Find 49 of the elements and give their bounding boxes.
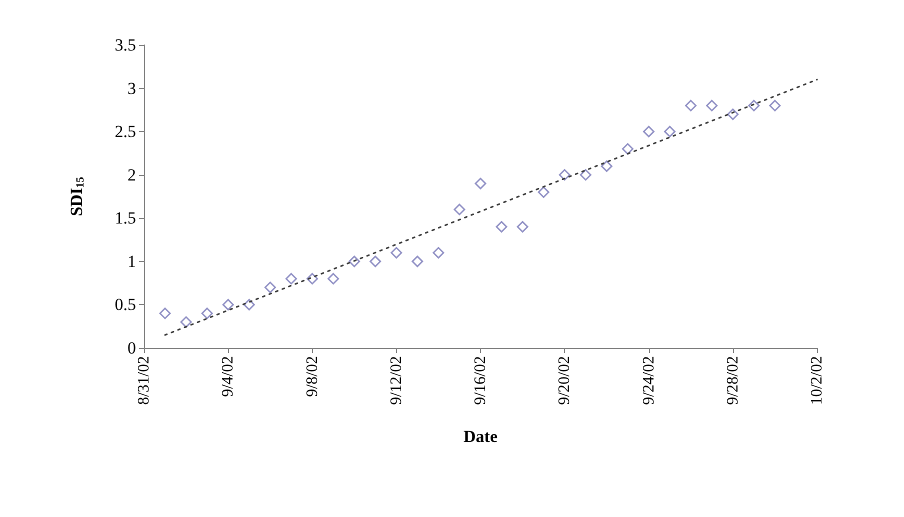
point (243, 298, 255, 310)
y-tick-label: 1.5 (114, 208, 136, 228)
point (285, 272, 297, 284)
point (412, 256, 424, 268)
x-tick-label: 9/12/02 (388, 356, 405, 405)
point (432, 247, 444, 259)
point (538, 186, 550, 198)
x-tick-label: 9/4/02 (220, 356, 237, 397)
point (370, 256, 382, 268)
y-tick-label: 3.5 (114, 36, 136, 54)
point (643, 126, 654, 138)
point (769, 100, 781, 112)
x-tick-label: 10/2/02 (808, 356, 826, 405)
point (748, 100, 760, 112)
point (328, 272, 340, 284)
y-tick-label: 2.5 (114, 122, 136, 142)
x-tick-label: 9/8/02 (304, 356, 321, 397)
y-tick-label: 2 (128, 165, 136, 184)
x-axis-title: Date (464, 427, 498, 446)
x-tick-label: 9/16/02 (472, 356, 489, 405)
point (454, 204, 466, 216)
y-tick-label: 1 (128, 252, 136, 271)
point (306, 272, 318, 284)
point (222, 298, 234, 310)
point (348, 256, 360, 268)
point (264, 282, 276, 294)
point (558, 169, 570, 181)
point (706, 100, 718, 112)
point (474, 178, 486, 190)
point (727, 108, 739, 120)
point (622, 143, 634, 155)
point (159, 308, 171, 320)
x-tick-label: 9/20/02 (556, 356, 574, 405)
x-tick-label: 9/24/02 (640, 356, 658, 405)
y-tick-label: 3 (128, 78, 136, 98)
y-tick-label: 0.5 (114, 295, 136, 314)
point (516, 221, 528, 233)
point (664, 126, 676, 138)
y-tick-label: 0 (128, 338, 136, 358)
point (390, 247, 402, 259)
x-tick-label: 8/31/02 (136, 356, 152, 405)
point (685, 100, 697, 112)
point (496, 221, 508, 233)
point (580, 169, 592, 181)
point (201, 308, 213, 320)
point (180, 316, 192, 328)
point (600, 160, 612, 172)
x-tick-label: 9/28/02 (724, 356, 742, 405)
y-axis-title: SDI15 (67, 176, 86, 216)
